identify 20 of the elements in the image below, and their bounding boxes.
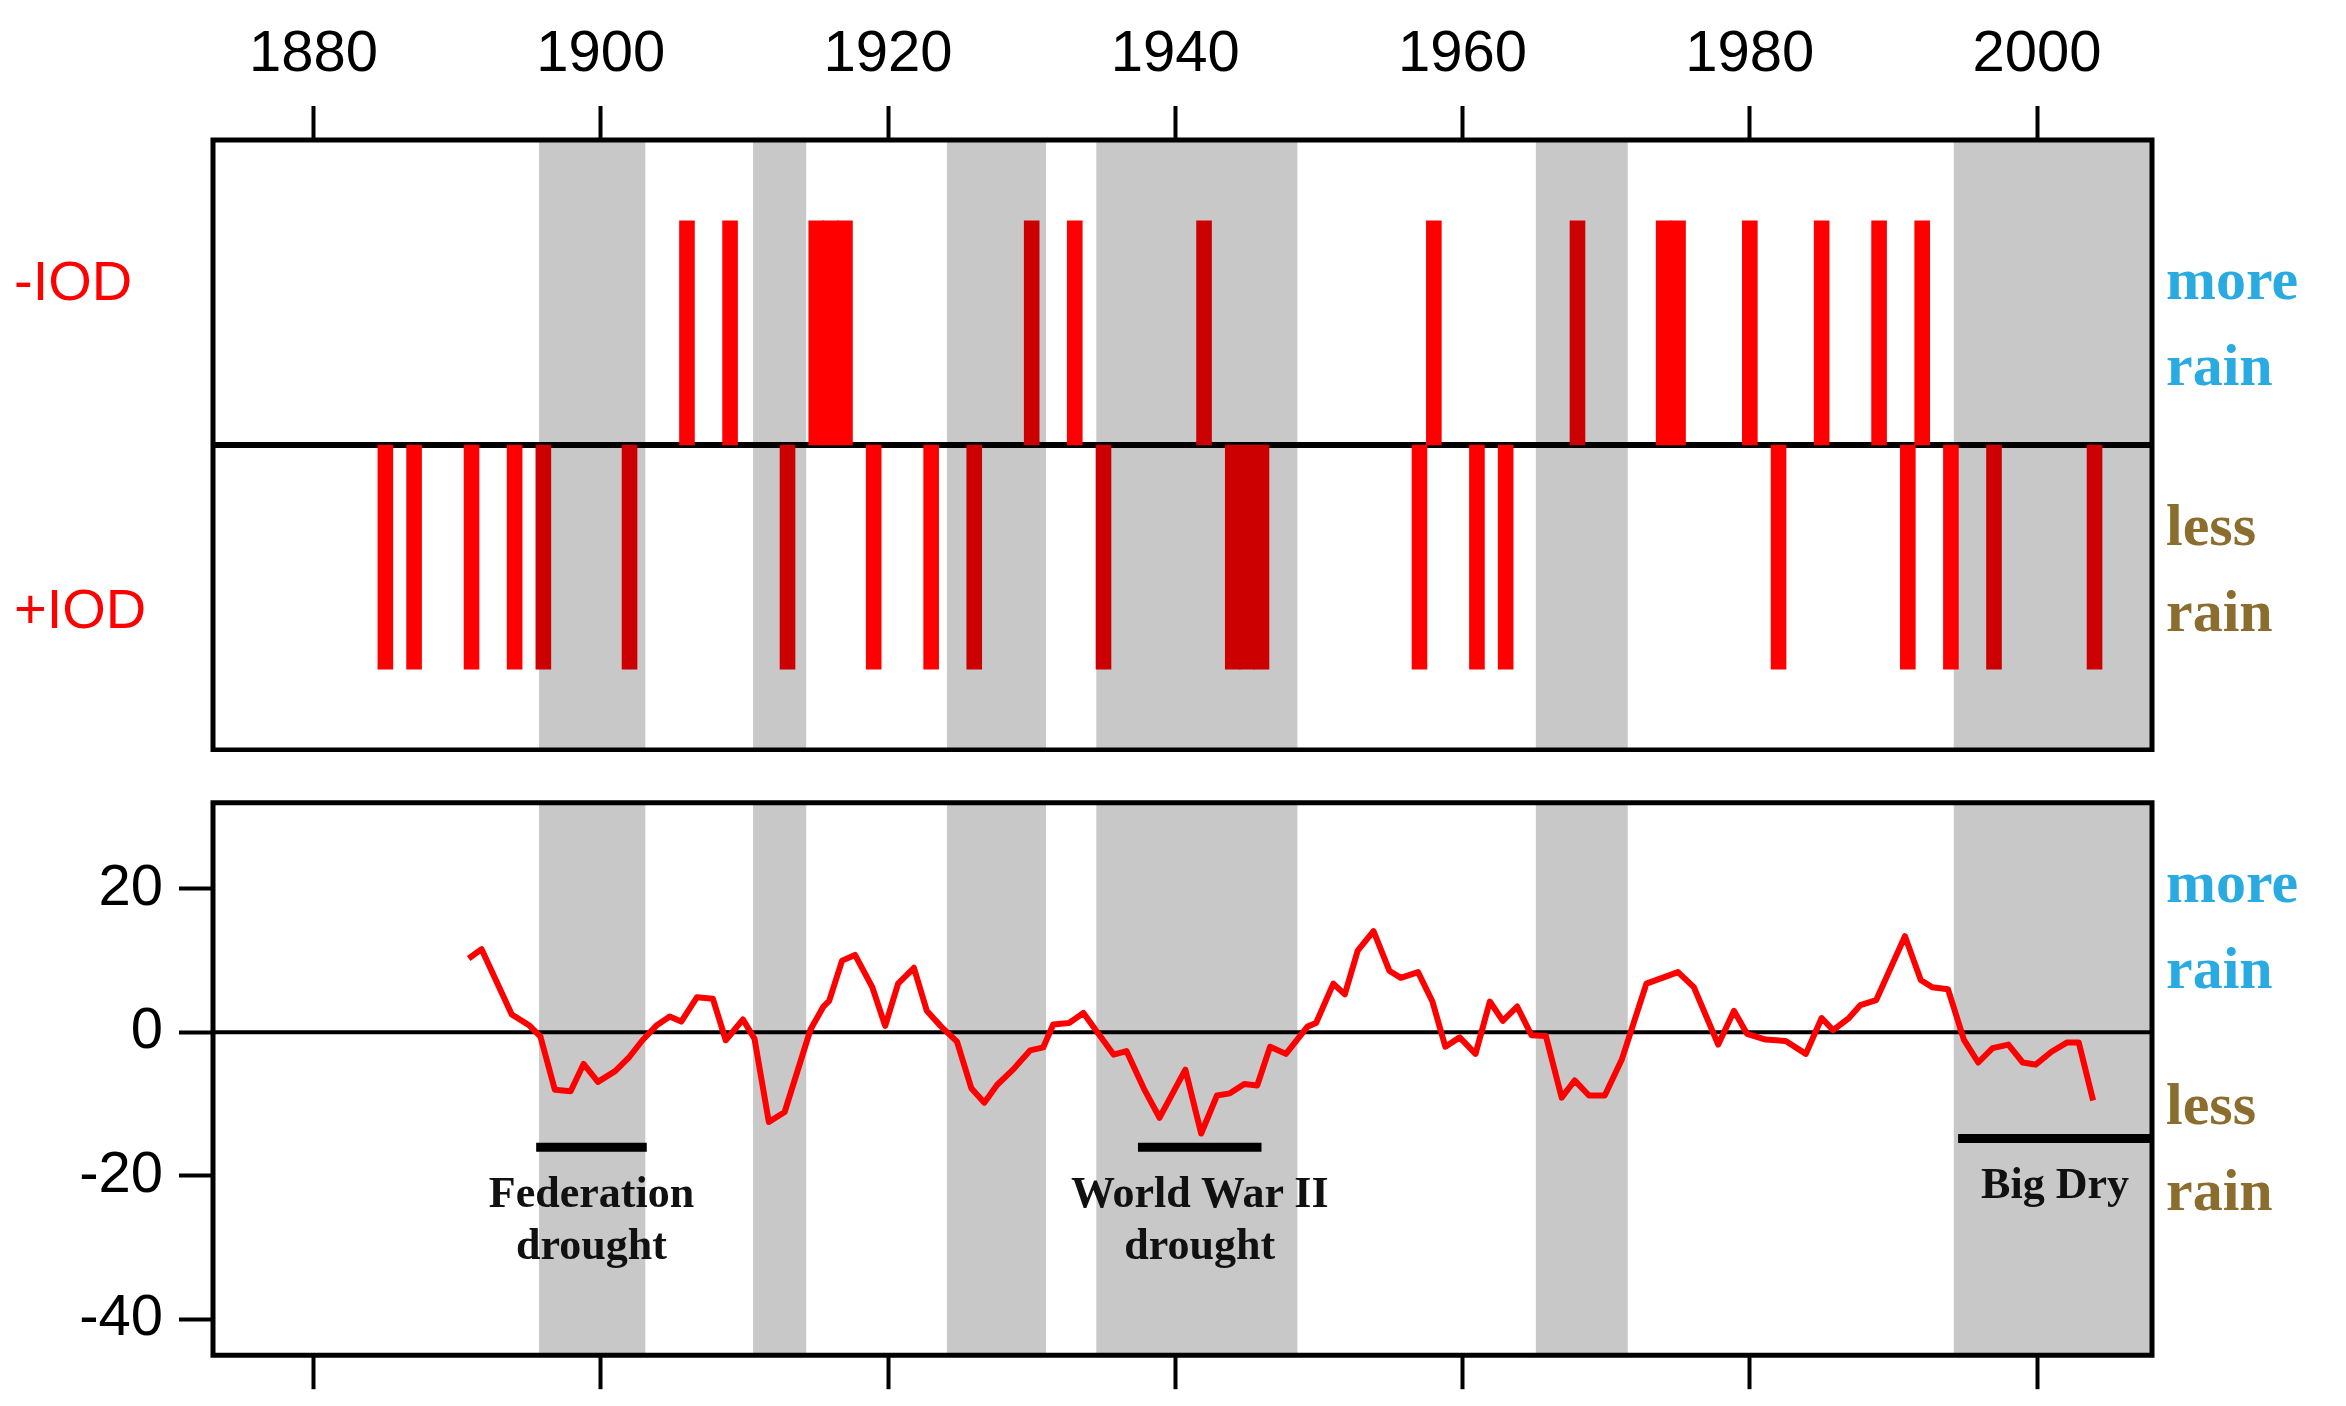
y-tick-label: 0 bbox=[130, 995, 163, 1061]
y-tick-label: -20 bbox=[79, 1138, 163, 1204]
y-tick-label: -40 bbox=[79, 1282, 163, 1348]
text: +IOD bbox=[14, 576, 147, 641]
text: -IOD bbox=[14, 249, 133, 314]
text: more rain bbox=[2166, 847, 2300, 1003]
x-tick-label: 1960 bbox=[1398, 18, 1528, 84]
x-tick-label: 1900 bbox=[536, 18, 666, 84]
annotation: Big Dry bbox=[1981, 1158, 2129, 1208]
x-tick-label: 1880 bbox=[249, 18, 379, 84]
x-tick-label: 1940 bbox=[1110, 18, 1240, 84]
annotation: Federation drought bbox=[488, 1167, 695, 1269]
x-tick-label: 2000 bbox=[1972, 18, 2102, 84]
y-tick-label: 20 bbox=[98, 851, 163, 917]
text: more rain bbox=[2166, 244, 2300, 400]
x-tick-label: 1920 bbox=[823, 18, 953, 84]
text: less rain bbox=[2166, 1070, 2274, 1226]
text: less rain bbox=[2166, 491, 2274, 647]
annotation: World War II drought bbox=[1070, 1167, 1329, 1269]
x-tick-label: 1980 bbox=[1685, 18, 1815, 84]
